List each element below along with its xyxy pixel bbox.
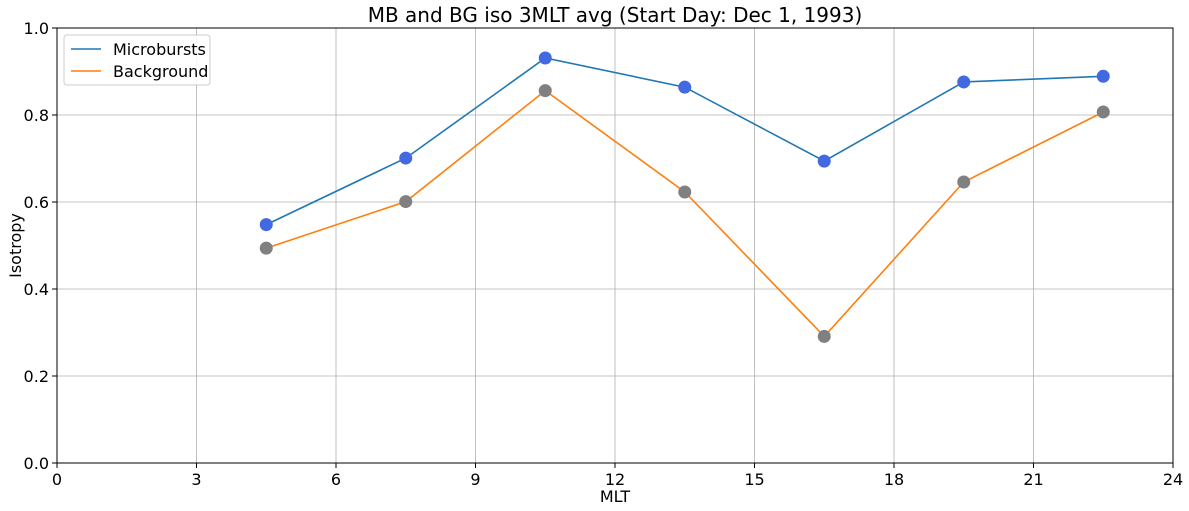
data-point (538, 84, 552, 98)
legend-label: Microbursts (113, 40, 206, 59)
chart-title: MB and BG iso 3MLT avg (Start Day: Dec 1… (368, 3, 863, 27)
series-microbursts (259, 51, 1110, 232)
y-axis: 0.0 0.2 0.4 0.6 0.8 1.0 (24, 19, 57, 473)
grid (56, 27, 1174, 464)
data-point (259, 218, 273, 232)
y-tick-label: 0.2 (24, 367, 49, 386)
x-tick-label: 21 (1023, 470, 1043, 489)
y-tick-label: 1.0 (24, 19, 49, 38)
y-tick-label: 0.6 (24, 193, 49, 212)
y-tick-label: 0.0 (24, 454, 49, 473)
data-point (259, 241, 273, 255)
x-tick-label: 6 (331, 470, 341, 489)
x-tick-label: 15 (744, 470, 764, 489)
series-layer (259, 51, 1110, 343)
data-point (817, 154, 831, 168)
series-line (266, 89, 1104, 338)
legend: Microbursts Background (63, 34, 211, 86)
data-point (1096, 69, 1110, 83)
y-tick-label: 0.4 (24, 280, 49, 299)
data-point (957, 175, 971, 189)
x-axis: 0 3 6 9 12 15 18 21 24 (52, 463, 1183, 489)
legend-box (63, 34, 211, 86)
data-point (817, 329, 831, 343)
series-background (259, 84, 1110, 343)
x-tick-label: 0 (52, 470, 62, 489)
data-point (957, 75, 971, 89)
data-point (678, 185, 692, 199)
y-tick-label: 0.8 (24, 106, 49, 125)
x-tick-label: 24 (1163, 470, 1183, 489)
x-tick-label: 9 (470, 470, 480, 489)
data-point (1096, 105, 1110, 119)
data-point (538, 51, 552, 65)
data-point (399, 151, 413, 165)
data-point (399, 195, 413, 209)
data-point (678, 80, 692, 94)
x-tick-label: 3 (191, 470, 201, 489)
x-tick-label: 18 (884, 470, 904, 489)
x-tick-label: 12 (605, 470, 625, 489)
x-axis-label: MLT (600, 487, 631, 506)
legend-label: Background (113, 62, 208, 81)
y-axis-label: Isotropy (6, 213, 25, 278)
